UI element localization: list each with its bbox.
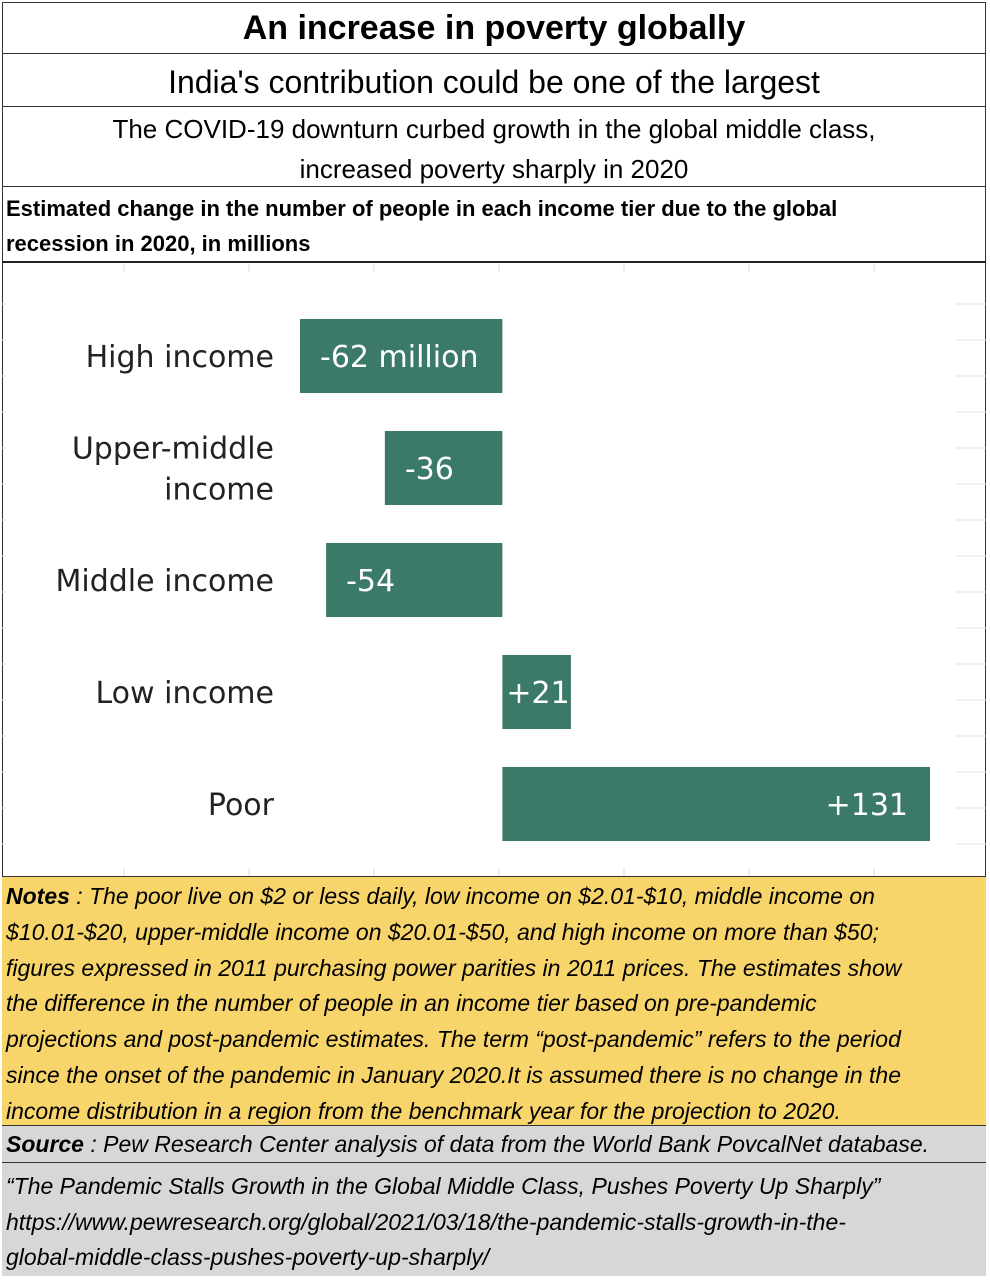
headline-line-2: increased poverty sharply in 2020 bbox=[299, 154, 689, 184]
category-label-line: Poor bbox=[208, 788, 275, 823]
category-label-line: Low income bbox=[96, 676, 275, 711]
headline-line-1: The COVID-19 downturn curbed growth in t… bbox=[112, 114, 876, 144]
reference-box: “The Pandemic Stalls Growth in the Globa… bbox=[2, 1163, 986, 1276]
notes-line-3: figures expressed in 2011 purchasing pow… bbox=[6, 954, 902, 981]
reference-url-line-2[interactable]: global-middle-class-pushes-poverty-up-sh… bbox=[6, 1244, 490, 1270]
description-line-2: recession in 2020, in millions bbox=[6, 231, 311, 256]
notes-line-2: $10.01-$20, upper-middle income on $20.0… bbox=[6, 918, 879, 945]
category-label-line: income bbox=[164, 473, 274, 508]
category-label-2: Middle income bbox=[55, 564, 274, 599]
chart-description: Estimated change in the number of people… bbox=[2, 187, 986, 263]
value-label-1: -36 bbox=[405, 452, 454, 487]
value-label-2: -54 bbox=[346, 564, 395, 599]
source-box: Source : Pew Research Center analysis of… bbox=[2, 1126, 986, 1163]
notes-line-4: the difference in the number of people i… bbox=[6, 990, 817, 1017]
notes-line-5: projections and post-pandemic estimates.… bbox=[6, 1026, 901, 1053]
category-label-1: Upper-middle income bbox=[72, 432, 274, 508]
notes-line-6: since the onset of the pandemic in Janua… bbox=[6, 1061, 902, 1088]
reference-url-line-1[interactable]: https://www.pewresearch.org/global/2021/… bbox=[6, 1208, 846, 1235]
bar-4 bbox=[502, 767, 930, 841]
category-label-line: High income bbox=[86, 340, 274, 375]
headline: The COVID-19 downturn curbed growth in t… bbox=[2, 107, 986, 187]
bar-2 bbox=[326, 543, 503, 617]
description-line-1: Estimated change in the number of people… bbox=[6, 196, 838, 221]
bar-1 bbox=[384, 431, 503, 505]
category-label-line: Upper-middle bbox=[72, 432, 274, 467]
page-title: An increase in poverty globally bbox=[2, 2, 986, 54]
value-label-0: -62 million bbox=[320, 340, 478, 375]
value-label-3: +21 bbox=[506, 676, 569, 711]
notes-line-7: income distribution in a region from the… bbox=[6, 1097, 841, 1124]
notes-label: Notes bbox=[6, 883, 70, 909]
category-label-0: High income bbox=[86, 340, 274, 375]
subtitle: India's contribution could be one of the… bbox=[2, 54, 986, 107]
notes-line-1: : The poor live on $2 or less daily, low… bbox=[69, 883, 875, 909]
value-label-4: +131 bbox=[826, 788, 908, 823]
bar-0 bbox=[300, 319, 503, 393]
category-label-3: Low income bbox=[96, 676, 275, 711]
bar-chart: -62 million High income -36 Upper-middle inc… bbox=[2, 264, 986, 876]
reference-title: “The Pandemic Stalls Growth in the Globa… bbox=[6, 1173, 881, 1199]
source-label: Source bbox=[6, 1131, 84, 1157]
category-label-line: Middle income bbox=[55, 564, 274, 599]
notes-box: Notes : The poor live on $2 or less dail… bbox=[2, 876, 986, 1126]
source-text: : Pew Research Center analysis of data f… bbox=[83, 1131, 930, 1157]
bar-3 bbox=[502, 655, 571, 729]
category-label-4: Poor bbox=[208, 788, 275, 823]
